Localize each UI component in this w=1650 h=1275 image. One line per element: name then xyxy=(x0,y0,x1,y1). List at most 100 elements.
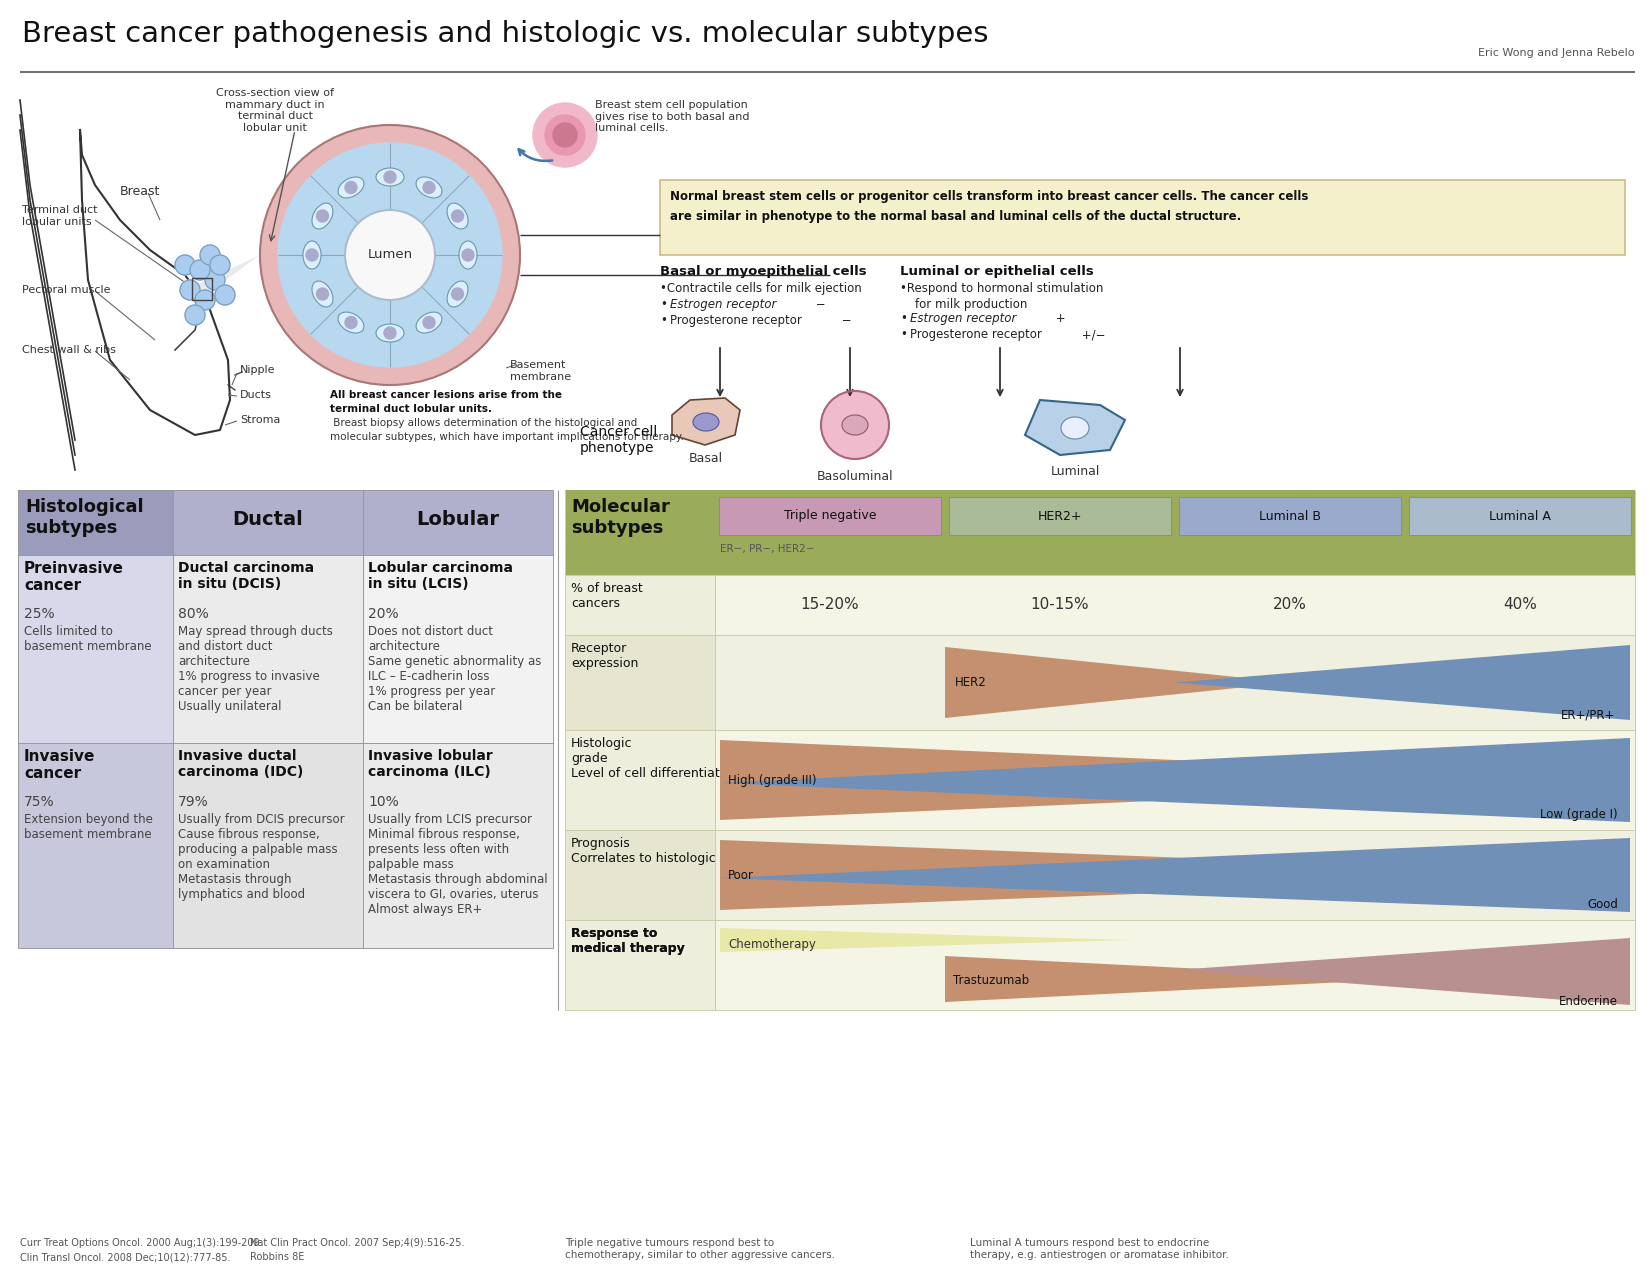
Text: Receptor
expression: Receptor expression xyxy=(571,643,639,669)
Bar xyxy=(18,490,173,555)
Circle shape xyxy=(175,255,195,275)
Text: •: • xyxy=(660,314,667,326)
Text: −: − xyxy=(812,298,825,311)
Ellipse shape xyxy=(304,241,322,269)
Text: +/−: +/− xyxy=(1077,328,1106,340)
Ellipse shape xyxy=(312,203,333,229)
Text: Eric Wong and Jenna Rebelo: Eric Wong and Jenna Rebelo xyxy=(1478,48,1635,57)
Polygon shape xyxy=(719,838,1630,912)
Text: Invasive ductal
carcinoma (IDC): Invasive ductal carcinoma (IDC) xyxy=(178,748,304,779)
Text: ER+/PR+: ER+/PR+ xyxy=(1561,708,1615,720)
Text: Robbins 8E: Robbins 8E xyxy=(251,1252,304,1262)
Bar xyxy=(363,555,553,743)
Polygon shape xyxy=(1175,938,1630,1005)
Ellipse shape xyxy=(312,280,333,307)
Bar xyxy=(949,497,1172,536)
Text: +: + xyxy=(1053,312,1066,325)
Bar xyxy=(660,180,1625,255)
Text: Estrogen receptor: Estrogen receptor xyxy=(911,312,1016,325)
Text: Cross-section view of
mammary duct in
terminal duct
lobular unit: Cross-section view of mammary duct in te… xyxy=(216,88,333,133)
Text: High (grade III): High (grade III) xyxy=(728,774,817,787)
Text: HER2+: HER2+ xyxy=(1038,510,1082,523)
Ellipse shape xyxy=(459,241,477,269)
Bar xyxy=(714,921,1635,1010)
Polygon shape xyxy=(945,956,1406,1002)
Circle shape xyxy=(210,255,229,275)
Text: Usually from DCIS precursor
Cause fibrous response,
producing a palpable mass
on: Usually from DCIS precursor Cause fibrou… xyxy=(178,813,345,901)
Ellipse shape xyxy=(376,168,404,186)
Text: Preinvasive
cancer: Preinvasive cancer xyxy=(25,561,124,593)
Circle shape xyxy=(200,245,219,265)
Text: 25%: 25% xyxy=(25,607,54,621)
Circle shape xyxy=(452,210,464,222)
Ellipse shape xyxy=(447,203,469,229)
Text: Estrogen receptor: Estrogen receptor xyxy=(670,298,777,311)
Text: Luminal or epithelial cells: Luminal or epithelial cells xyxy=(899,265,1094,278)
Bar xyxy=(18,743,173,949)
Bar xyxy=(173,555,363,743)
Text: Response to
medical therapy: Response to medical therapy xyxy=(571,927,685,955)
Circle shape xyxy=(452,288,464,300)
Polygon shape xyxy=(719,738,1630,822)
Bar xyxy=(363,490,553,555)
Text: Lumen: Lumen xyxy=(368,249,412,261)
Text: Endocrine: Endocrine xyxy=(1559,994,1619,1009)
Text: Luminal B: Luminal B xyxy=(1259,510,1322,523)
Text: Invasive lobular
carcinoma (ILC): Invasive lobular carcinoma (ILC) xyxy=(368,748,493,779)
Bar xyxy=(191,278,211,300)
Text: All breast cancer lesions arise from the: All breast cancer lesions arise from the xyxy=(330,390,563,400)
Circle shape xyxy=(822,391,889,459)
Circle shape xyxy=(305,249,318,261)
Text: Chemotherapy: Chemotherapy xyxy=(728,938,815,951)
Text: Cells limited to
basement membrane: Cells limited to basement membrane xyxy=(25,625,152,653)
Bar xyxy=(719,497,940,536)
Bar xyxy=(564,921,714,1010)
Circle shape xyxy=(317,210,328,222)
Text: Lobular carcinoma
in situ (LCIS): Lobular carcinoma in situ (LCIS) xyxy=(368,561,513,592)
Bar xyxy=(1180,497,1401,536)
Ellipse shape xyxy=(1061,417,1089,439)
Text: Breast cancer pathogenesis and histologic vs. molecular subtypes: Breast cancer pathogenesis and histologi… xyxy=(21,20,988,48)
Text: −: − xyxy=(838,314,851,326)
Text: Does not distort duct
architecture
Same genetic abnormality as
ILC – E-cadherin : Does not distort duct architecture Same … xyxy=(368,625,541,713)
Bar xyxy=(1409,497,1630,536)
Text: 80%: 80% xyxy=(178,607,210,621)
Text: 20%: 20% xyxy=(368,607,399,621)
Text: May spread through ducts
and distort duct
architecture
1% progress to invasive
c: May spread through ducts and distort duc… xyxy=(178,625,333,713)
Text: Clin Transl Oncol. 2008 Dec;10(12):777-85.: Clin Transl Oncol. 2008 Dec;10(12):777-8… xyxy=(20,1252,231,1262)
Bar xyxy=(564,490,1635,575)
Text: are similar in phenotype to the normal basal and luminal cells of the ductal str: are similar in phenotype to the normal b… xyxy=(670,210,1241,223)
Text: •: • xyxy=(660,298,667,311)
Circle shape xyxy=(553,122,577,147)
Circle shape xyxy=(195,289,214,310)
Text: terminal duct lobular units.: terminal duct lobular units. xyxy=(330,404,492,414)
Text: molecular subtypes, which have important implications for therapy.: molecular subtypes, which have important… xyxy=(330,432,683,442)
Text: Histologic
grade
Level of cell differentiation: Histologic grade Level of cell different… xyxy=(571,737,739,780)
Text: Cancer cell
phenotype: Cancer cell phenotype xyxy=(581,425,657,455)
Polygon shape xyxy=(1025,400,1125,455)
Text: Chest wall & ribs: Chest wall & ribs xyxy=(21,346,116,354)
Bar xyxy=(714,635,1635,731)
Polygon shape xyxy=(1175,645,1630,720)
Text: Low (grade I): Low (grade I) xyxy=(1541,808,1619,821)
Circle shape xyxy=(180,280,200,300)
Ellipse shape xyxy=(416,177,442,198)
Text: Triple negative: Triple negative xyxy=(784,510,876,523)
Text: Luminal A tumours respond best to endocrine
therapy, e.g. antiestrogen or aromat: Luminal A tumours respond best to endocr… xyxy=(970,1238,1229,1260)
Text: Ductal: Ductal xyxy=(233,510,304,529)
Text: 75%: 75% xyxy=(25,796,54,810)
Bar xyxy=(564,830,714,921)
Text: Invasive
cancer: Invasive cancer xyxy=(25,748,96,782)
Text: 20%: 20% xyxy=(1274,597,1307,612)
Text: Basement
membrane: Basement membrane xyxy=(510,360,571,381)
Bar xyxy=(714,575,1635,635)
Ellipse shape xyxy=(376,324,404,342)
Circle shape xyxy=(384,326,396,339)
Text: Extension beyond the
basement membrane: Extension beyond the basement membrane xyxy=(25,813,153,842)
Bar xyxy=(18,555,173,743)
Bar xyxy=(564,635,714,731)
Text: •: • xyxy=(899,312,908,325)
Text: Breast stem cell population
gives rise to both basal and
luminal cells.: Breast stem cell population gives rise t… xyxy=(596,99,749,133)
Text: Usually from LCIS precursor
Minimal fibrous response,
presents less often with
p: Usually from LCIS precursor Minimal fibr… xyxy=(368,813,548,915)
Text: ER−, PR−, HER2−: ER−, PR−, HER2− xyxy=(719,544,815,555)
